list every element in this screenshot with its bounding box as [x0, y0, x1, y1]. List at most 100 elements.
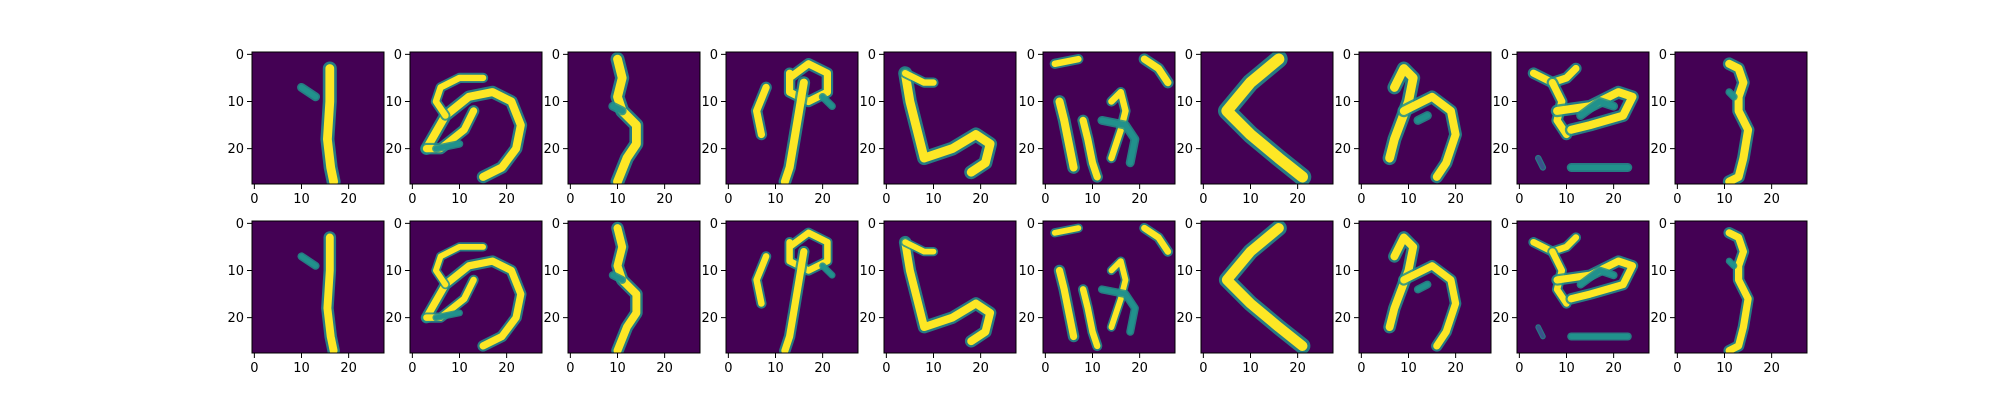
- y-tick-label: 20: [543, 142, 560, 157]
- x-tick-label: 0: [1515, 361, 1523, 376]
- x-tick-label: 0: [724, 361, 732, 376]
- y-tick-label: 0: [1501, 217, 1509, 232]
- y-tick-label: 20: [859, 142, 876, 157]
- y-tick-label: 10: [543, 264, 560, 279]
- y-tick-label: 20: [1018, 311, 1035, 326]
- y-tick-label: 10: [543, 95, 560, 110]
- y-tick-label: 20: [227, 142, 244, 157]
- panel-reconstruction-10: 0 10 2001020: [1650, 217, 1807, 376]
- x-tick-label: 0: [1673, 192, 1681, 207]
- y-tick-label: 0: [710, 217, 718, 232]
- panel-input-1: 0 10 2001020: [227, 48, 384, 207]
- x-tick-label: 10: [1716, 361, 1733, 376]
- y-tick-label: 10: [385, 95, 402, 110]
- panel-reconstruction-6: 0 10 20 0 10 20: [1018, 217, 1175, 376]
- x-tick-label: 10: [609, 361, 626, 376]
- y-tick-label: 10: [227, 95, 244, 110]
- y-tick-label: 10: [385, 264, 402, 279]
- x-tick-label: 0: [250, 361, 258, 376]
- y-tick-label: 0: [1659, 217, 1667, 232]
- y-tick-label: 0: [868, 217, 876, 232]
- y-tick-label: 10: [1650, 264, 1667, 279]
- y-tick-label: 0: [236, 217, 244, 232]
- x-tick-label: 20: [656, 192, 673, 207]
- y-tick-label: 0: [868, 48, 876, 63]
- y-tick-label: 0: [394, 48, 402, 63]
- x-tick-label: 20: [498, 361, 515, 376]
- x-tick-label: 0: [1357, 192, 1365, 207]
- x-tick-label: 20: [1605, 361, 1622, 376]
- y-tick-label: 20: [1650, 142, 1667, 157]
- x-tick-label: 20: [972, 192, 989, 207]
- x-tick-label: 20: [1763, 361, 1780, 376]
- x-tick-label: 0: [1515, 192, 1523, 207]
- x-tick-label: 20: [814, 361, 831, 376]
- y-tick-label: 20: [1492, 311, 1509, 326]
- glyph-stroke: [327, 69, 333, 182]
- panel-input-10: 0 10 20 0 10 20: [1650, 48, 1807, 207]
- x-tick-label: 20: [1131, 192, 1148, 207]
- y-tick-label: 0: [552, 217, 560, 232]
- x-tick-label: 10: [293, 192, 310, 207]
- y-tick-label: 10: [1492, 264, 1509, 279]
- y-tick-label: 0: [1027, 48, 1035, 63]
- y-tick-label: 20: [227, 311, 244, 326]
- x-tick-label: 10: [925, 361, 942, 376]
- x-tick-label: 0: [882, 192, 890, 207]
- y-tick-label: 0: [1343, 217, 1351, 232]
- y-tick-label: 0: [1185, 48, 1193, 63]
- y-tick-label: 20: [543, 311, 560, 326]
- x-tick-label: 0: [1199, 192, 1207, 207]
- x-tick-label: 20: [972, 361, 989, 376]
- x-tick-label: 20: [1763, 192, 1780, 207]
- y-tick-label: 10: [1018, 264, 1035, 279]
- x-tick-label: 10: [1084, 361, 1101, 376]
- x-tick-label: 0: [250, 192, 258, 207]
- x-tick-label: 0: [408, 192, 416, 207]
- x-tick-label: 10: [1242, 361, 1259, 376]
- panels-layer: 0 10 20 0 10 20 0 10 20 0 10 20 0 10 20 0 10 20 0 10 20 0 10 20…: [227, 48, 1807, 376]
- y-tick-label: 10: [227, 264, 244, 279]
- glyph-stroke: [1729, 92, 1734, 97]
- panel-reconstruction-8: 0 10 20 0 10 20: [1334, 217, 1491, 376]
- x-tick-label: 10: [451, 192, 468, 207]
- x-tick-label: 10: [767, 361, 784, 376]
- x-tick-label: 20: [340, 361, 357, 376]
- x-tick-label: 0: [566, 192, 574, 207]
- y-tick-label: 20: [385, 142, 402, 157]
- x-tick-label: 10: [925, 192, 942, 207]
- x-tick-label: 10: [1400, 192, 1417, 207]
- x-tick-label: 0: [1041, 192, 1049, 207]
- x-tick-label: 0: [724, 192, 732, 207]
- panel-reconstruction-5: 0 10 20 0 10 20: [859, 217, 1016, 376]
- panel-input-6: 0 10 20 0 10 20: [1018, 48, 1175, 207]
- y-tick-label: 10: [1176, 264, 1193, 279]
- x-tick-label: 10: [1400, 361, 1417, 376]
- y-tick-label: 0: [236, 48, 244, 63]
- y-tick-label: 20: [1018, 142, 1035, 157]
- x-tick-label: 0: [1041, 361, 1049, 376]
- x-tick-label: 20: [1447, 361, 1464, 376]
- x-tick-label: 0: [1673, 361, 1681, 376]
- panel-reconstruction-9: 0 10 2001020: [1492, 217, 1649, 376]
- x-tick-label: 10: [1716, 192, 1733, 207]
- x-tick-label: 20: [1289, 192, 1306, 207]
- x-tick-label: 10: [1242, 192, 1259, 207]
- x-tick-label: 0: [1199, 361, 1207, 376]
- y-tick-label: 20: [1334, 142, 1351, 157]
- x-tick-label: 10: [1084, 192, 1101, 207]
- y-tick-label: 10: [701, 264, 718, 279]
- panel-input-9: 0 10 2001020: [1492, 48, 1649, 207]
- y-tick-label: 10: [701, 95, 718, 110]
- x-tick-label: 0: [882, 361, 890, 376]
- x-tick-label: 10: [767, 192, 784, 207]
- panel-input-2: 0 10 2001020: [385, 48, 542, 207]
- x-tick-label: 20: [656, 361, 673, 376]
- y-tick-label: 10: [859, 264, 876, 279]
- y-tick-label: 0: [552, 48, 560, 63]
- y-tick-label: 20: [859, 311, 876, 326]
- x-tick-label: 0: [1357, 361, 1365, 376]
- y-tick-label: 20: [701, 142, 718, 157]
- y-tick-label: 10: [1334, 95, 1351, 110]
